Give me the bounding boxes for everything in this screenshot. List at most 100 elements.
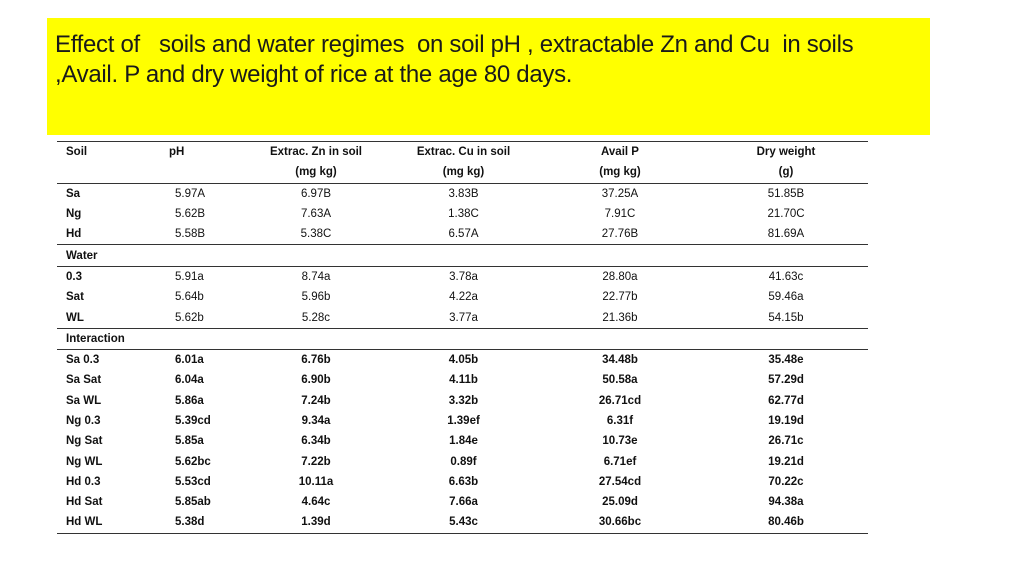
column-header: Dry weight (704, 141, 868, 163)
slide-title: Effect of soils and water regimes on soi… (55, 31, 860, 88)
row-label: Sa WL (66, 394, 102, 407)
table-cell: 5.85ab (175, 496, 211, 509)
table-cell: 51.85B (767, 187, 805, 200)
table-cell: 26.71c (768, 435, 804, 448)
table-row: Ng Sat 5.85a 6.34b 1.84e 10.73e 26.71c (57, 431, 868, 451)
table-units-row: (mg kg) (mg kg) (mg kg) (g) (57, 162, 868, 184)
table-cell: 28.80a (602, 270, 638, 283)
table-cell: 57.29d (768, 374, 804, 387)
row-label: Sa 0.3 (66, 354, 100, 367)
table-cell: 6.71ef (603, 455, 637, 468)
results-table-container: Soil pH Extrac. Zn in soil Extrac. Cu in… (57, 141, 868, 534)
column-header: pH (169, 141, 241, 163)
soil-section: Sa 5.97A 6.97B 3.83B 37.25A 51.85B Ng 5.62B 7.63… (57, 183, 868, 245)
table-row: Ng 5.62B 7.63A 1.38C 7.91C 21.70C (57, 204, 868, 224)
table-row: Hd 5.58B 5.38C 6.57A 27.76B 81.69A (57, 224, 868, 245)
interaction-section: Sa 0.3 6.01a 6.76b 4.05b 34.48b 35.48e Sa Sat 6… (57, 349, 868, 534)
table-cell: 25.09d (602, 496, 638, 509)
table-cell: 4.22a (449, 291, 478, 304)
table-cell: 7.24b (301, 394, 331, 407)
column-header: Avail P (536, 141, 704, 163)
row-label: Sat (66, 291, 84, 304)
table-cell: 30.66bc (536, 512, 704, 534)
table-cell: 6.31f (606, 415, 634, 427)
table-cell: 62.77d (768, 394, 804, 407)
table-cell: 3.32b (448, 394, 479, 407)
water-section: 0.3 5.91a 8.74a 3.78a 28.80a 41.63c Sat 5.64b 5… (57, 266, 868, 328)
table-cell: 6.63b (448, 475, 479, 488)
column-header: Soil (57, 141, 169, 163)
row-label: Hd Sat (66, 496, 103, 509)
results-table: Soil pH Extrac. Zn in soil Extrac. Cu in… (57, 141, 868, 534)
table-cell: 59.46a (768, 291, 804, 304)
table-cell: 5.62B (175, 208, 206, 221)
table-cell: 5.85a (175, 435, 204, 448)
table-cell: 5.39cd (175, 415, 211, 427)
table-cell: 5.97A (175, 187, 206, 200)
table-cell: 10.11a (298, 475, 334, 488)
table-cell: 3.83B (448, 187, 479, 200)
table-cell: 1.39ef (447, 415, 480, 427)
table-cell: 54.15b (768, 311, 804, 324)
table-row: 0.3 5.91a 8.74a 3.78a 28.80a 41.63c (57, 266, 868, 287)
table-row: Sa 0.3 6.01a 6.76b 4.05b 34.48b 35.48e (57, 349, 868, 370)
table-cell: 0.89f (450, 455, 477, 468)
section-label: Water (57, 244, 868, 267)
table-cell: 41.63c (768, 270, 804, 283)
table-cell: 5.28c (301, 311, 331, 324)
row-label: Hd WL (57, 512, 169, 534)
unit-label: (mg kg) (241, 162, 391, 184)
row-label: Ng (66, 208, 82, 221)
unit-label: (mg kg) (391, 162, 536, 184)
table-cell: 5.96b (301, 291, 331, 304)
table-cell: 9.34a (301, 415, 331, 427)
table-cell: 19.19d (768, 415, 804, 427)
table-row: Hd Sat 5.85ab 4.64c 7.66a 25.09d 94.38a (57, 492, 868, 512)
table-cell: 50.58a (602, 374, 638, 387)
row-label: Sa (66, 187, 81, 200)
table-row: Ng WL 5.62bc 7.22b 0.89f 6.71ef 19.21d (57, 451, 868, 471)
table-cell: 22.77b (602, 291, 638, 304)
table-cell: 5.58B (175, 228, 206, 241)
table-cell: 6.01a (175, 354, 204, 367)
table-cell: 37.25A (601, 187, 639, 200)
table-cell: 80.46b (704, 512, 868, 534)
column-header: Extrac. Zn in soil (241, 141, 391, 163)
table-cell: 4.05b (448, 354, 479, 367)
table-cell: 5.91a (175, 270, 204, 283)
table-cell: 27.54cd (598, 475, 642, 488)
row-label: Ng Sat (66, 435, 103, 448)
table-cell: 5.86a (175, 394, 204, 407)
table-cell: 5.43c (391, 512, 536, 534)
section-row-water: Water (57, 244, 868, 267)
table-cell: 81.69A (767, 228, 805, 241)
table-cell: 5.62bc (175, 455, 211, 468)
table-cell: 6.97B (300, 187, 332, 200)
table-cell: 21.36b (602, 311, 638, 324)
title-banner: Effect of soils and water regimes on soi… (47, 18, 930, 135)
table-cell: 4.11b (449, 374, 478, 387)
interaction-section-header: Interaction (57, 327, 868, 350)
table-cell: 4.64c (301, 496, 331, 509)
row-label: Ng 0.3 (66, 415, 101, 427)
table-cell: 21.70C (767, 208, 805, 221)
table-cell: 5.38d (169, 512, 241, 534)
table-row: WL 5.62b 5.28c 3.77a 21.36b 54.15b (57, 307, 868, 328)
table-cell: 7.63A (300, 208, 332, 221)
table-cell: 6.57A (448, 228, 479, 241)
table-cell: 35.48e (768, 354, 804, 367)
row-label: Hd 0.3 (66, 475, 101, 488)
column-header: Extrac. Cu in soil (391, 141, 536, 163)
table-cell: 34.48b (602, 354, 638, 367)
table-row: Hd WL 5.38d 1.39d 5.43c 30.66bc 80.46b (57, 512, 868, 534)
table-cell: 5.38C (300, 228, 332, 241)
unit-label: (mg kg) (536, 162, 704, 184)
table-row: Sa WL 5.86a 7.24b 3.32b 26.71cd 62.77d (57, 391, 868, 411)
table-cell: 7.66a (449, 496, 478, 509)
table-row: Ng 0.3 5.39cd 9.34a 1.39ef 6.31f 19.19d (57, 411, 868, 431)
table-row: Sa 5.97A 6.97B 3.83B 37.25A 51.85B (57, 183, 868, 204)
table-cell: 26.71cd (598, 394, 642, 407)
unit-label (57, 162, 169, 184)
table-cell: 6.76b (301, 354, 331, 367)
table-cell: 70.22c (768, 475, 804, 488)
